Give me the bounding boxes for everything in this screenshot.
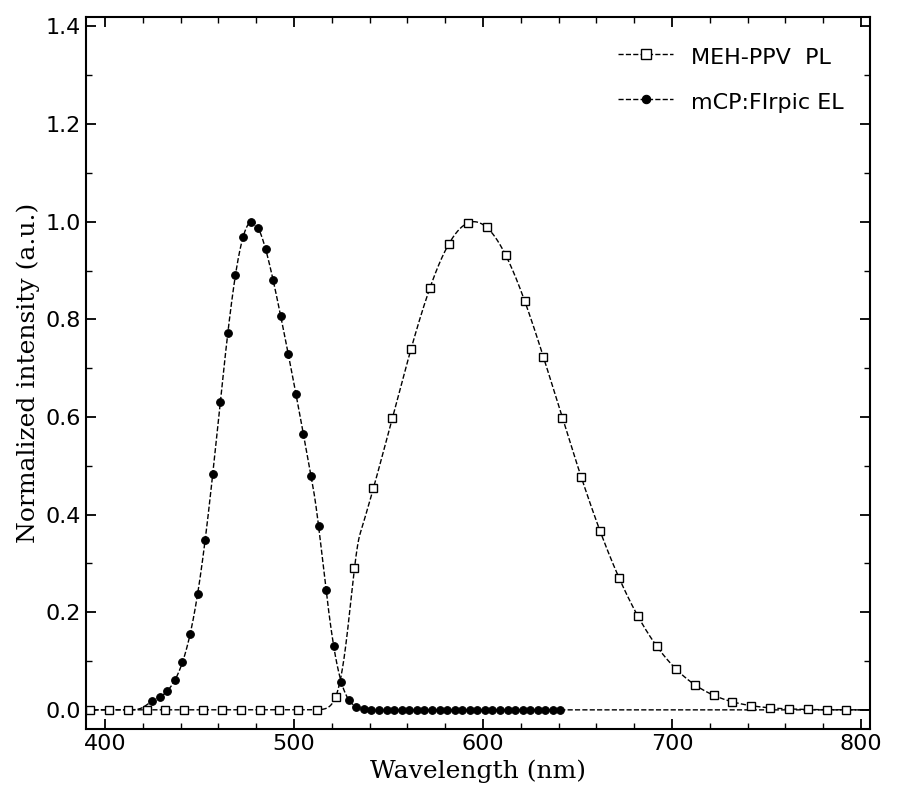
Y-axis label: Normalized intensity (a.u.): Normalized intensity (a.u.) — [17, 203, 40, 543]
Legend: MEH-PPV  PL, mCP:FIrpic EL: MEH-PPV PL, mCP:FIrpic EL — [609, 34, 852, 124]
X-axis label: Wavelength (nm): Wavelength (nm) — [370, 760, 586, 783]
